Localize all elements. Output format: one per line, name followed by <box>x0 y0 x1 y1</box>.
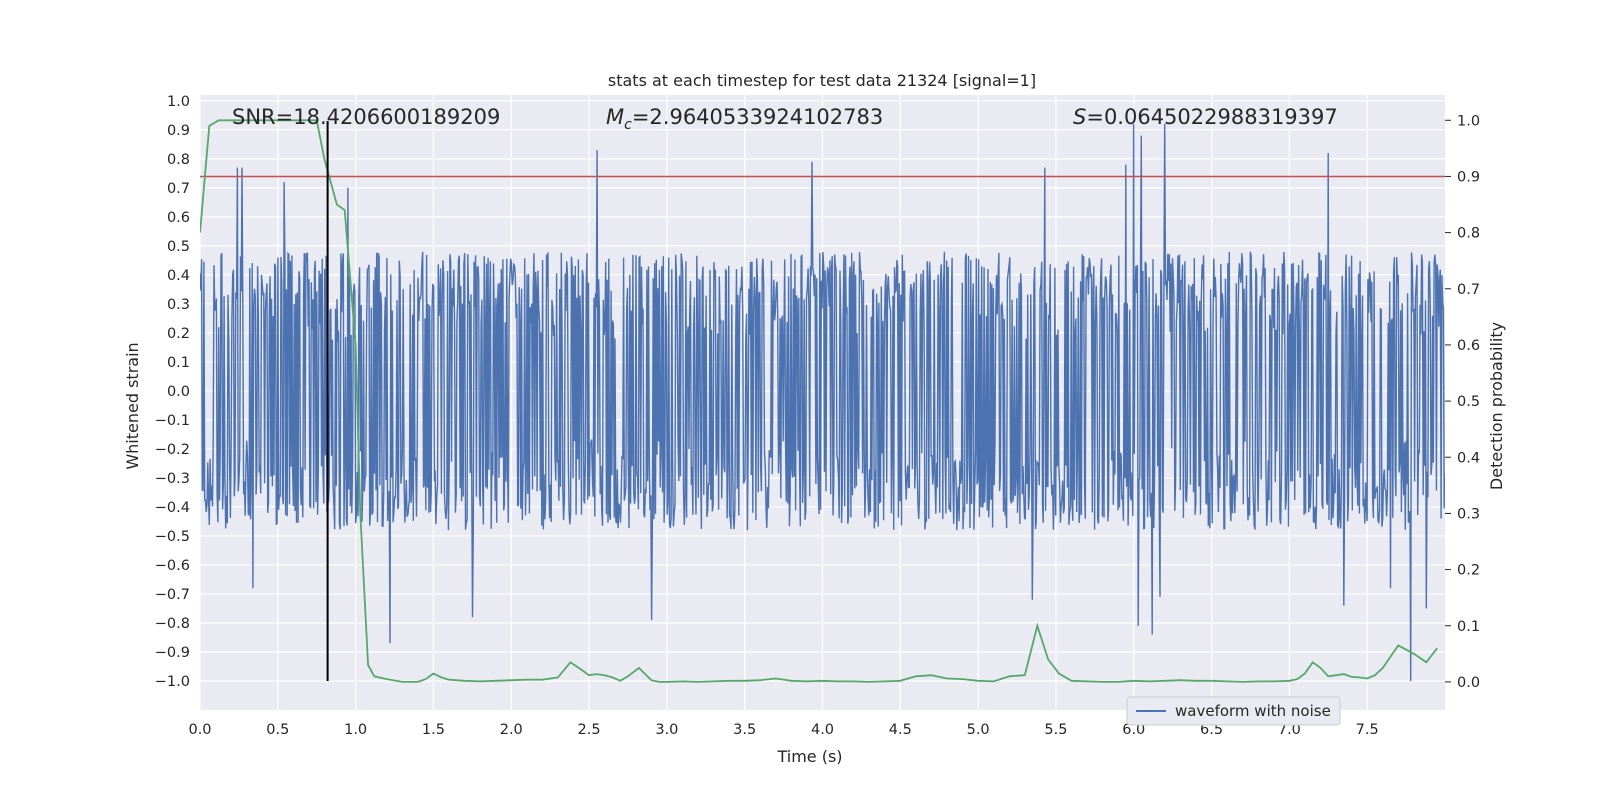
y2-tick-label: 0.0 <box>1457 675 1480 691</box>
y-tick-label: 0.2 <box>167 326 190 342</box>
y-tick-label: 1.0 <box>167 94 190 110</box>
legend: waveform with noise <box>1126 696 1341 726</box>
y-tick-label: −0.2 <box>155 442 190 458</box>
s-symbol: S <box>1073 105 1086 129</box>
y2-tick-label: 0.6 <box>1457 338 1480 354</box>
x-tick-label: 5.0 <box>967 722 990 738</box>
chirp-mass-annotation: Mc=2.9640533924102783 <box>606 105 883 133</box>
y2-tick-label: 0.9 <box>1457 169 1480 185</box>
chirp-mass-symbol: M <box>606 105 624 129</box>
y-tick-label: −0.7 <box>155 587 190 603</box>
overlay-layer <box>200 119 1445 683</box>
y-tick-label: 0.4 <box>167 268 190 284</box>
y-tick-label: −0.9 <box>155 645 190 661</box>
legend-box <box>1126 696 1341 726</box>
y-tick-label: −0.1 <box>155 413 190 429</box>
y-tick-label: −1.0 <box>155 674 190 690</box>
y-tick-label: 0.0 <box>167 384 190 400</box>
y-tick-label: 0.6 <box>167 210 190 226</box>
x-tick-label: 7.5 <box>1356 722 1379 738</box>
y2-tick-label: 0.7 <box>1457 282 1480 298</box>
s-value: =0.0645022988319397 <box>1086 105 1337 129</box>
y2-tick-label: 0.2 <box>1457 563 1480 579</box>
y-tick-label: −0.8 <box>155 616 190 632</box>
x-tick-label: 3.5 <box>733 722 756 738</box>
x-tick-label: 4.5 <box>889 722 912 738</box>
probability-series <box>200 119 1438 683</box>
chirp-mass-subscript: c <box>624 117 632 133</box>
y-tick-label: −0.3 <box>155 471 190 487</box>
y-tick-label: −0.6 <box>155 558 190 574</box>
y2-axis-ticks: 1.0 0.9 0.8 0.7 0.6 0.5 0.4 0.3 0.2 0.1 0.0 <box>1445 113 1480 691</box>
x-axis-label: Time (s) <box>776 747 842 766</box>
y2-tick-label: 0.1 <box>1457 619 1480 635</box>
y2-tick-label: 0.3 <box>1457 506 1480 522</box>
y2-tick-label: 0.5 <box>1457 394 1480 410</box>
chart-title: stats at each timestep for test data 213… <box>608 71 1036 90</box>
y-tick-label: −0.4 <box>155 500 190 516</box>
y-tick-label: 0.8 <box>167 152 190 168</box>
x-tick-label: 4.0 <box>811 722 834 738</box>
y-tick-label: −0.5 <box>155 529 190 545</box>
x-tick-label: 5.5 <box>1044 722 1067 738</box>
waveform-series <box>200 123 1445 682</box>
chirp-mass-value: =2.9640533924102783 <box>632 105 883 129</box>
y2-tick-label: 1.0 <box>1457 113 1480 129</box>
y2-tick-label: 0.8 <box>1457 226 1480 242</box>
y2-tick-label: 0.4 <box>1457 450 1480 466</box>
y-tick-label: 0.9 <box>167 123 190 139</box>
x-tick-label: 6.5 <box>1200 722 1223 738</box>
y-tick-label: 0.3 <box>167 297 190 313</box>
s-annotation: S=0.0645022988319397 <box>1073 105 1338 129</box>
y-tick-label: 0.7 <box>167 181 190 197</box>
x-tick-label: 6.0 <box>1122 722 1145 738</box>
y-tick-label: 0.5 <box>167 239 190 255</box>
y-axis-label: Whitened strain <box>123 342 142 469</box>
snr-annotation: SNR=18.4206600189209 <box>232 105 500 129</box>
x-tick-label: 2.5 <box>578 722 601 738</box>
x-axis-ticks: 0.0 0.5 1.0 1.5 2.0 2.5 3.0 3.5 4.0 4.5 5.0 5.5 6.0 6… <box>188 722 1378 738</box>
legend-label: waveform with noise <box>1175 702 1331 720</box>
x-tick-label: 1.5 <box>422 722 445 738</box>
x-tick-label: 7.0 <box>1278 722 1301 738</box>
x-tick-label: 0.5 <box>266 722 289 738</box>
y2-axis-label: Detection probability <box>1487 322 1506 490</box>
x-tick-label: 2.0 <box>500 722 523 738</box>
waveform-layer <box>200 123 1445 682</box>
y-tick-label: 0.1 <box>167 355 190 371</box>
x-tick-label: 3.0 <box>655 722 678 738</box>
x-tick-label: 0.0 <box>188 722 211 738</box>
y-axis-ticks: 1.0 0.9 0.8 0.7 0.6 0.5 0.4 0.3 0.2 0.1 0.0 −0.1 −0.… <box>155 94 190 690</box>
x-tick-label: 1.0 <box>344 722 367 738</box>
